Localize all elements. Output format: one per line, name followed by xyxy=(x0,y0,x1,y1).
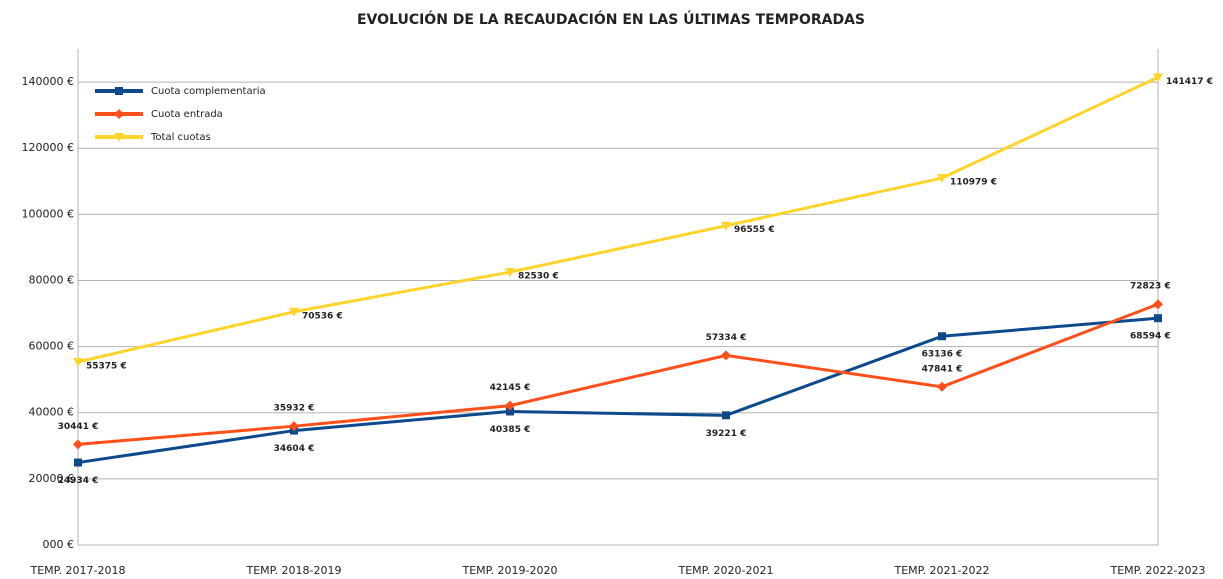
data-label: 57334 € xyxy=(706,333,747,343)
data-label: 63136 € xyxy=(922,350,963,360)
data-label: 110979 € xyxy=(950,178,997,188)
series-line xyxy=(77,302,1159,446)
data-label: 40385 € xyxy=(490,425,531,435)
data-point xyxy=(1153,73,1163,83)
data-point xyxy=(74,458,82,467)
series-line xyxy=(77,76,1159,364)
x-tick-label: TEMP. 2018-2019 xyxy=(245,564,341,577)
data-point xyxy=(721,350,731,361)
data-label: 68594 € xyxy=(1130,332,1171,342)
data-point xyxy=(1154,314,1162,323)
y-tick-label: 40000 € xyxy=(29,406,75,419)
data-label: 55375 € xyxy=(86,361,127,371)
data-point xyxy=(505,400,515,411)
data-label: 47841 € xyxy=(922,364,963,374)
data-point xyxy=(937,381,947,392)
data-point xyxy=(722,411,730,420)
series-line xyxy=(77,316,1159,465)
data-label: 70536 € xyxy=(302,311,343,321)
data-point xyxy=(505,268,515,278)
x-tick-label: TEMP. 2020-2021 xyxy=(677,564,773,577)
data-point xyxy=(73,439,83,450)
data-label: 42145 € xyxy=(490,383,531,393)
data-label: 72823 € xyxy=(1130,282,1171,292)
data-label: 82530 € xyxy=(518,272,559,282)
legend-marker xyxy=(115,87,123,95)
data-label: 35932 € xyxy=(274,404,315,414)
data-point xyxy=(73,357,83,367)
data-point xyxy=(289,421,299,432)
legend-label: Total cuotas xyxy=(150,132,211,143)
data-point xyxy=(937,174,947,184)
y-tick-label: 140000 € xyxy=(22,75,75,88)
data-label: 24934 € xyxy=(58,476,99,486)
legend-label: Cuota complementaria xyxy=(151,86,266,97)
data-point xyxy=(506,407,514,416)
y-tick-label: 120000 € xyxy=(22,141,75,154)
data-label: 141417 € xyxy=(1166,77,1213,87)
x-tick-label: TEMP. 2019-2020 xyxy=(461,564,557,577)
data-point xyxy=(1153,299,1163,310)
data-label: 39221 € xyxy=(706,429,747,439)
y-tick-label: 80000 € xyxy=(29,273,75,286)
data-label: 34604 € xyxy=(274,444,315,454)
chart-title: EVOLUCIÓN DE LA RECAUDACIÓN EN LAS ÚLTIM… xyxy=(357,10,865,28)
data-point xyxy=(289,307,299,317)
data-point xyxy=(938,332,946,341)
legend-marker xyxy=(114,109,124,119)
legend-marker xyxy=(114,133,124,142)
x-tick-label: TEMP. 2022-2023 xyxy=(1109,564,1205,577)
legend-label: Cuota entrada xyxy=(151,109,223,120)
y-tick-label: 60000 € xyxy=(29,340,75,353)
x-tick-label: TEMP. 2021-2022 xyxy=(893,564,989,577)
y-tick-label: 20000 € xyxy=(29,472,75,485)
data-point xyxy=(721,221,731,231)
data-label: 30441 € xyxy=(58,422,99,432)
data-label: 96555 € xyxy=(734,225,775,235)
x-tick-label: TEMP. 2017-2018 xyxy=(29,564,125,577)
y-tick-label: 000 € xyxy=(43,538,75,551)
y-tick-label: 100000 € xyxy=(22,207,75,220)
